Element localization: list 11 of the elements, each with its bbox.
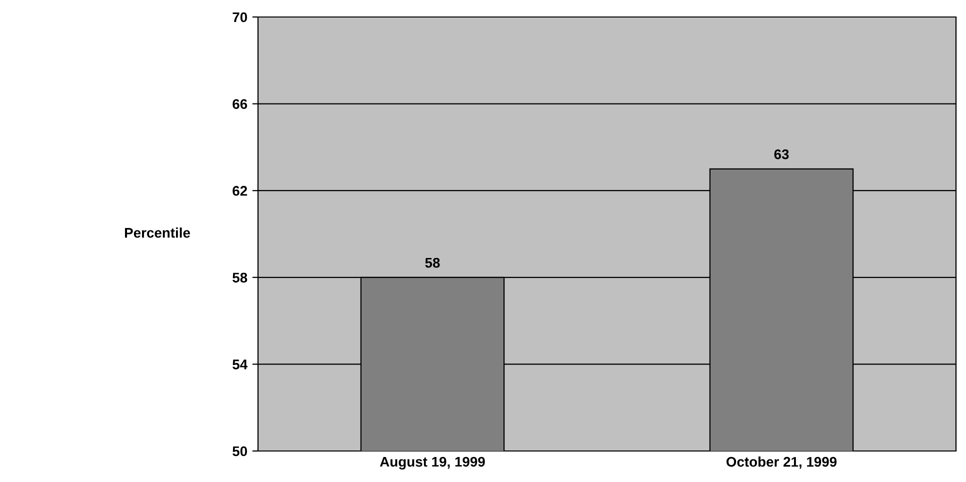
y-tick-label: 54	[232, 360, 248, 370]
data-label: 63	[774, 149, 789, 160]
x-tick-label: August 19, 1999	[380, 456, 485, 470]
y-tick-label: 62	[232, 186, 248, 196]
y-tick-label: 58	[232, 272, 248, 283]
y-tick-label: 70	[232, 12, 248, 22]
y-axis-title: Percentile	[125, 228, 190, 238]
y-tick-label: 50	[232, 446, 248, 456]
data-label: 58	[425, 258, 440, 268]
y-tick-label: 66	[232, 99, 248, 109]
x-tick-label: October 21, 1999	[726, 456, 837, 469]
